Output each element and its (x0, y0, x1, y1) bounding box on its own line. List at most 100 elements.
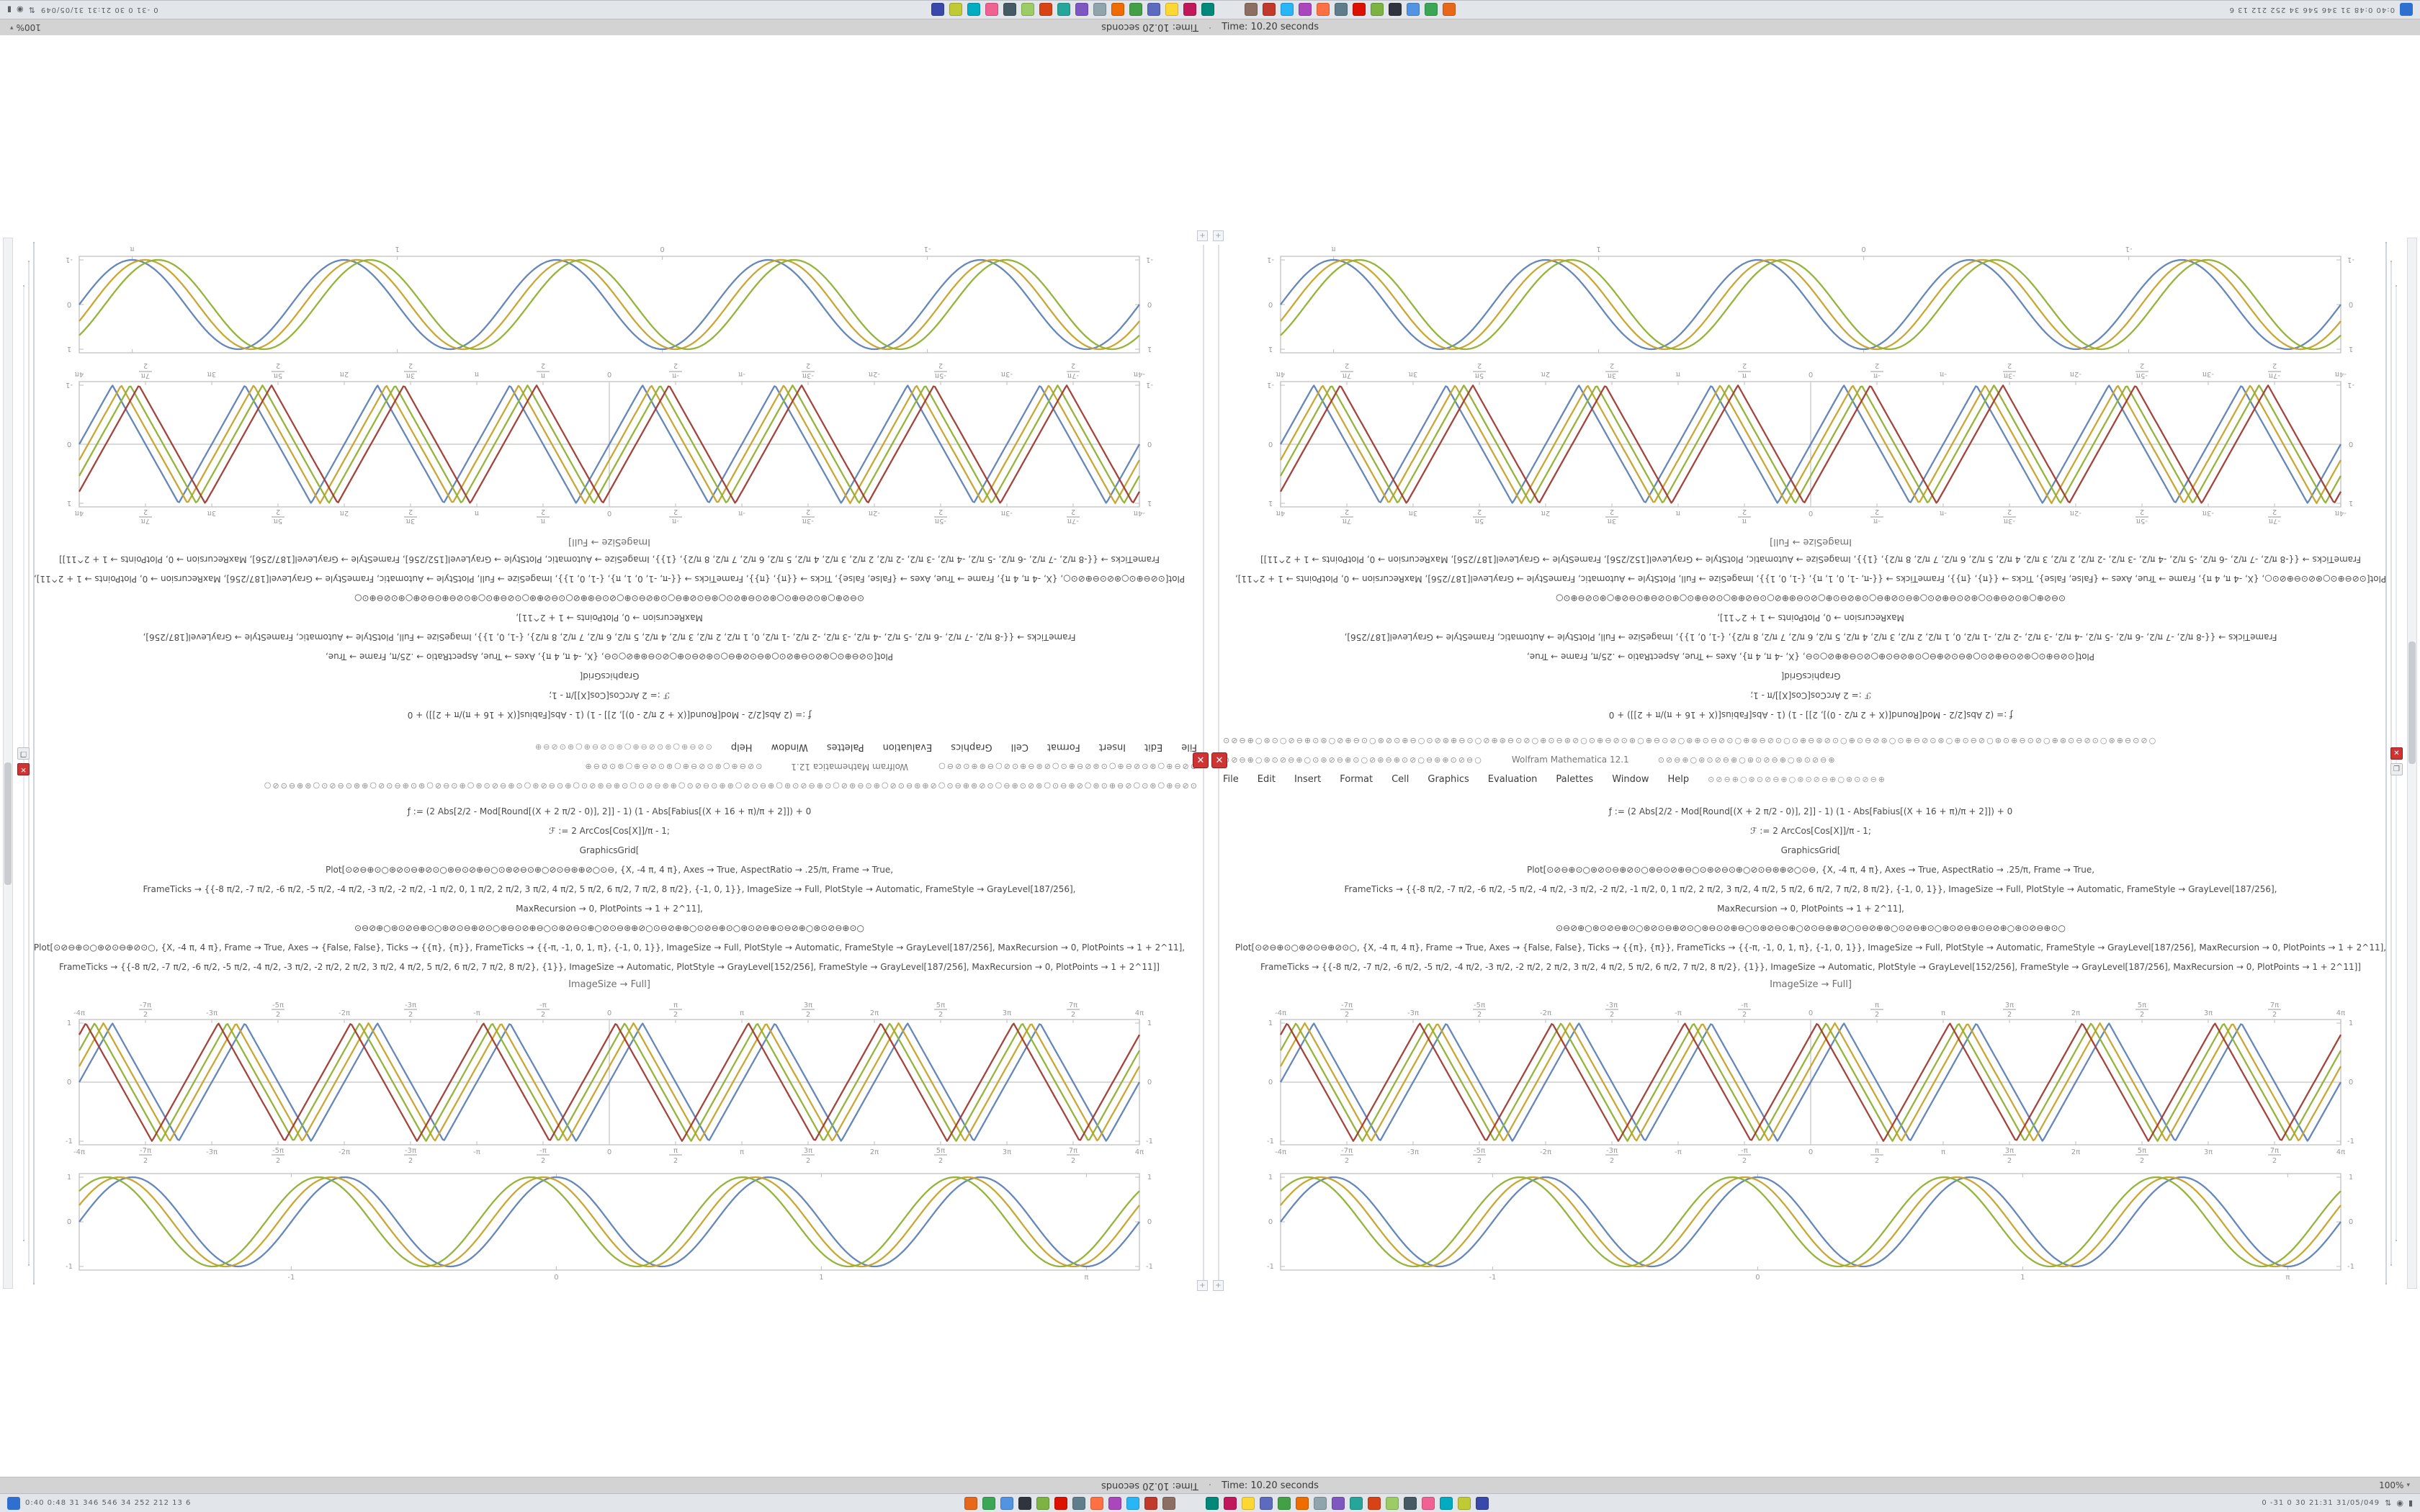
firefox-icon[interactable] (964, 1496, 977, 1510)
app-icon-18[interactable] (1111, 3, 1125, 17)
archive-icon[interactable] (1245, 3, 1258, 17)
launcher-icon[interactable] (2400, 3, 2413, 17)
firefox-icon[interactable] (1443, 3, 1456, 17)
code-cell[interactable]: ƒ := (2 Abs[2/2 - Mod[Round[(X + 2 π/2 -… (1223, 799, 2398, 979)
app-icon-17[interactable] (1277, 1496, 1291, 1510)
office-icon[interactable] (1263, 3, 1276, 17)
calculator-icon[interactable] (1072, 1496, 1085, 1510)
app-icon-15[interactable] (1241, 1496, 1255, 1510)
menu-evaluation[interactable]: Evaluation (882, 742, 933, 753)
image-viewer-icon[interactable] (1108, 1496, 1121, 1510)
office-icon[interactable] (1144, 1496, 1157, 1510)
close-icon[interactable]: ✕ (17, 763, 30, 775)
volume-icon[interactable]: ◉ (2396, 1498, 2403, 1508)
battery-icon[interactable]: ▮ (6, 5, 12, 14)
files-icon[interactable] (1407, 3, 1420, 17)
magnification-dropdown[interactable]: 100% ▾ (10, 22, 41, 32)
media-player-icon[interactable] (1090, 1496, 1103, 1510)
menu-file[interactable]: File (1181, 742, 1197, 753)
terminal-icon[interactable] (1389, 3, 1402, 17)
magnification-dropdown[interactable]: 100% ▾ (2379, 1480, 2410, 1490)
calculator-icon[interactable] (1335, 3, 1348, 17)
menu-help[interactable]: Help (1667, 773, 1690, 785)
image-viewer-icon[interactable] (1299, 3, 1312, 17)
cell-insert-marker[interactable]: + (1197, 1280, 1208, 1291)
mathematica-icon[interactable] (1353, 3, 1366, 17)
close-icon-rotated[interactable]: ✕ (1211, 752, 1227, 768)
restore-icon[interactable]: ❐ (17, 747, 30, 760)
chrome-icon[interactable] (1425, 3, 1438, 17)
menu-edit[interactable]: Edit (1257, 773, 1276, 785)
app-icon-13[interactable] (1201, 3, 1215, 17)
app-icon-13[interactable] (1205, 1496, 1219, 1510)
cell-insert-marker[interactable]: + (1213, 230, 1224, 241)
app-icon-16[interactable] (1259, 1496, 1273, 1510)
app-icon-28[interactable] (1475, 1496, 1489, 1510)
close-icon[interactable]: ✕ (1193, 752, 1209, 768)
cell-insert-marker[interactable]: + (1213, 1280, 1224, 1291)
menu-window[interactable]: Window (1612, 773, 1649, 785)
menu-cell[interactable]: Cell (1010, 742, 1028, 753)
app-icon-24[interactable] (1403, 1496, 1417, 1510)
menu-help[interactable]: Help (730, 742, 753, 753)
network-icon[interactable]: ⇅ (2385, 1498, 2392, 1508)
app-icon-21[interactable] (1349, 1496, 1363, 1510)
launcher-icon[interactable] (7, 1496, 20, 1510)
scrollbar-thumb[interactable] (2408, 642, 2416, 764)
app-icon-25[interactable] (1421, 1496, 1435, 1510)
app-icon-19[interactable] (1313, 1496, 1327, 1510)
code-cell[interactable]: ƒ := (2 Abs[2/2 - Mod[Round[(X + 2 π/2 -… (1223, 547, 2398, 727)
menu-file[interactable]: File (1223, 773, 1239, 785)
mail-icon[interactable] (1281, 3, 1294, 17)
scrollbar-thumb[interactable] (4, 762, 12, 885)
menu-cell[interactable]: Cell (1392, 773, 1410, 785)
files-icon[interactable] (1000, 1496, 1013, 1510)
app-icon-20[interactable] (1331, 1496, 1345, 1510)
menu-insert[interactable]: Insert (1098, 742, 1126, 753)
app-icon-27[interactable] (1457, 1496, 1471, 1510)
text-editor-icon[interactable] (1371, 3, 1384, 17)
menu-window[interactable]: Window (771, 742, 808, 753)
cell-insert-marker[interactable]: + (1197, 230, 1208, 241)
app-icon-23[interactable] (1021, 3, 1035, 17)
menu-insert[interactable]: Insert (1294, 773, 1322, 785)
app-icon-24[interactable] (1003, 3, 1017, 17)
app-icon-16[interactable] (1147, 3, 1161, 17)
network-icon[interactable]: ⇅ (28, 5, 35, 14)
mail-icon[interactable] (1126, 1496, 1139, 1510)
app-icon-25[interactable] (985, 3, 999, 17)
app-icon-18[interactable] (1295, 1496, 1309, 1510)
app-icon-22[interactable] (1039, 3, 1053, 17)
chrome-icon[interactable] (982, 1496, 995, 1510)
menu-format[interactable]: Format (1340, 773, 1373, 785)
menu-format[interactable]: Format (1047, 742, 1080, 753)
app-icon-19[interactable] (1093, 3, 1107, 17)
code-cell[interactable]: ƒ := (2 Abs[2/2 - Mod[Round[(X + 2 π/2 -… (22, 799, 1197, 979)
scrollbar-right[interactable] (2407, 238, 2417, 1289)
battery-icon[interactable]: ▮ (2408, 1498, 2414, 1508)
menu-palettes[interactable]: Palettes (1556, 773, 1594, 785)
app-icon-14[interactable] (1223, 1496, 1237, 1510)
restore-icon[interactable]: ❐ (2390, 763, 2403, 775)
app-icon-23[interactable] (1385, 1496, 1399, 1510)
scrollbar-left[interactable] (3, 238, 13, 1289)
close-icon[interactable]: ✕ (2390, 747, 2403, 760)
app-icon-21[interactable] (1057, 3, 1071, 17)
text-editor-icon[interactable] (1036, 1496, 1049, 1510)
app-icon-28[interactable] (931, 3, 945, 17)
cell-bracket[interactable] (2385, 242, 2387, 1284)
app-icon-22[interactable] (1367, 1496, 1381, 1510)
app-icon-26[interactable] (967, 3, 981, 17)
app-icon-17[interactable] (1129, 3, 1143, 17)
media-player-icon[interactable] (1317, 3, 1330, 17)
app-icon-26[interactable] (1439, 1496, 1453, 1510)
mathematica-icon[interactable] (1054, 1496, 1067, 1510)
menu-evaluation[interactable]: Evaluation (1487, 773, 1538, 785)
terminal-icon[interactable] (1018, 1496, 1031, 1510)
menu-edit[interactable]: Edit (1144, 742, 1163, 753)
app-icon-14[interactable] (1183, 3, 1197, 17)
menu-palettes[interactable]: Palettes (826, 742, 864, 753)
archive-icon[interactable] (1162, 1496, 1175, 1510)
app-icon-20[interactable] (1075, 3, 1089, 17)
app-icon-27[interactable] (949, 3, 963, 17)
